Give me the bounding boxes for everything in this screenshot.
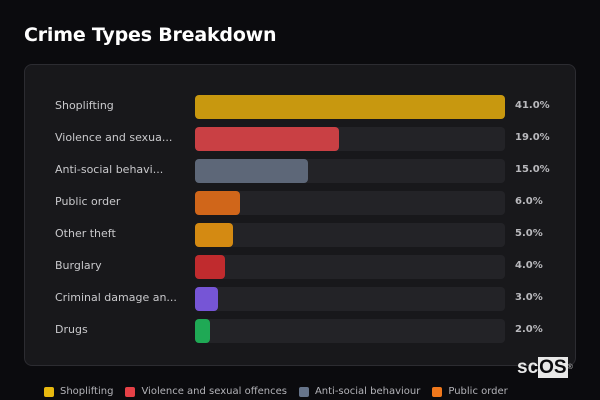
bar-value: 4.0% — [515, 260, 543, 271]
bar-label: Anti-social behavi... — [55, 163, 164, 176]
bar-value: 15.0% — [515, 164, 550, 175]
bar-fill[interactable] — [195, 159, 309, 183]
legend-label: Public order — [448, 386, 508, 397]
legend-swatch-icon — [44, 386, 54, 397]
bar-track — [195, 255, 505, 279]
chart-title: Crime Types Breakdown — [24, 24, 277, 46]
bar-track — [195, 319, 505, 343]
bar-label: Violence and sexua... — [55, 131, 173, 144]
bar-label: Burglary — [55, 259, 102, 272]
bar-track — [195, 191, 505, 215]
bar-fill[interactable] — [195, 287, 218, 311]
bar-row: Criminal damage an... 3.0% — [25, 287, 575, 311]
bar-value: 2.0% — [515, 324, 543, 335]
bar-value: 6.0% — [515, 196, 543, 207]
legend-label: Shoplifting — [60, 386, 114, 397]
bar-label: Drugs — [55, 323, 88, 336]
bar-label: Public order — [55, 195, 121, 208]
bar-fill[interactable] — [195, 191, 241, 215]
bar-row: Public order 6.0% — [25, 191, 575, 215]
bar-track — [195, 127, 505, 151]
bar-label: Criminal damage an... — [55, 291, 177, 304]
bar-row: Other theft 5.0% — [25, 223, 575, 247]
legend-swatch-icon — [298, 386, 309, 397]
bar-label: Other theft — [55, 227, 116, 240]
bar-value: 5.0% — [515, 228, 543, 239]
bar-row: Drugs 2.0% — [25, 319, 575, 343]
scos-logo: scOS® — [517, 357, 573, 378]
bar-fill[interactable] — [195, 127, 339, 151]
legend-item[interactable]: Public order — [432, 386, 508, 397]
bar-track — [195, 159, 505, 183]
chart-panel: Shoplifting 41.0% Violence and sexua... 19.… — [24, 64, 576, 366]
bar-row: Shoplifting 41.0% — [25, 95, 575, 119]
legend-label: Anti-social behaviour — [314, 386, 421, 397]
bar-track — [195, 287, 505, 311]
bar-fill[interactable] — [195, 255, 226, 279]
bar-value: 41.0% — [515, 100, 550, 111]
legend-swatch-icon — [125, 386, 136, 397]
bar-fill[interactable] — [195, 95, 505, 119]
bar-track — [195, 223, 505, 247]
bar-value: 3.0% — [515, 292, 543, 303]
legend-label: Violence and sexual offences — [141, 386, 287, 397]
legend-item[interactable]: Shoplifting — [44, 386, 113, 397]
bar-fill[interactable] — [195, 223, 233, 247]
bar-value: 19.0% — [515, 132, 550, 143]
bar-label: Shoplifting — [55, 99, 114, 112]
bar-row: Burglary 4.0% — [25, 255, 575, 279]
bar-row: Anti-social behavi... 15.0% — [25, 159, 575, 183]
bar-row: Violence and sexua... 19.0% — [25, 127, 575, 151]
legend-item[interactable]: Anti-social behaviour — [298, 386, 421, 397]
legend-item[interactable]: Violence and sexual offences — [125, 386, 287, 397]
chart-legend: Shoplifting Violence and sexual offences A… — [44, 386, 508, 397]
legend-swatch-icon — [432, 386, 443, 397]
bar-fill[interactable] — [195, 319, 211, 343]
bar-track — [195, 95, 505, 119]
